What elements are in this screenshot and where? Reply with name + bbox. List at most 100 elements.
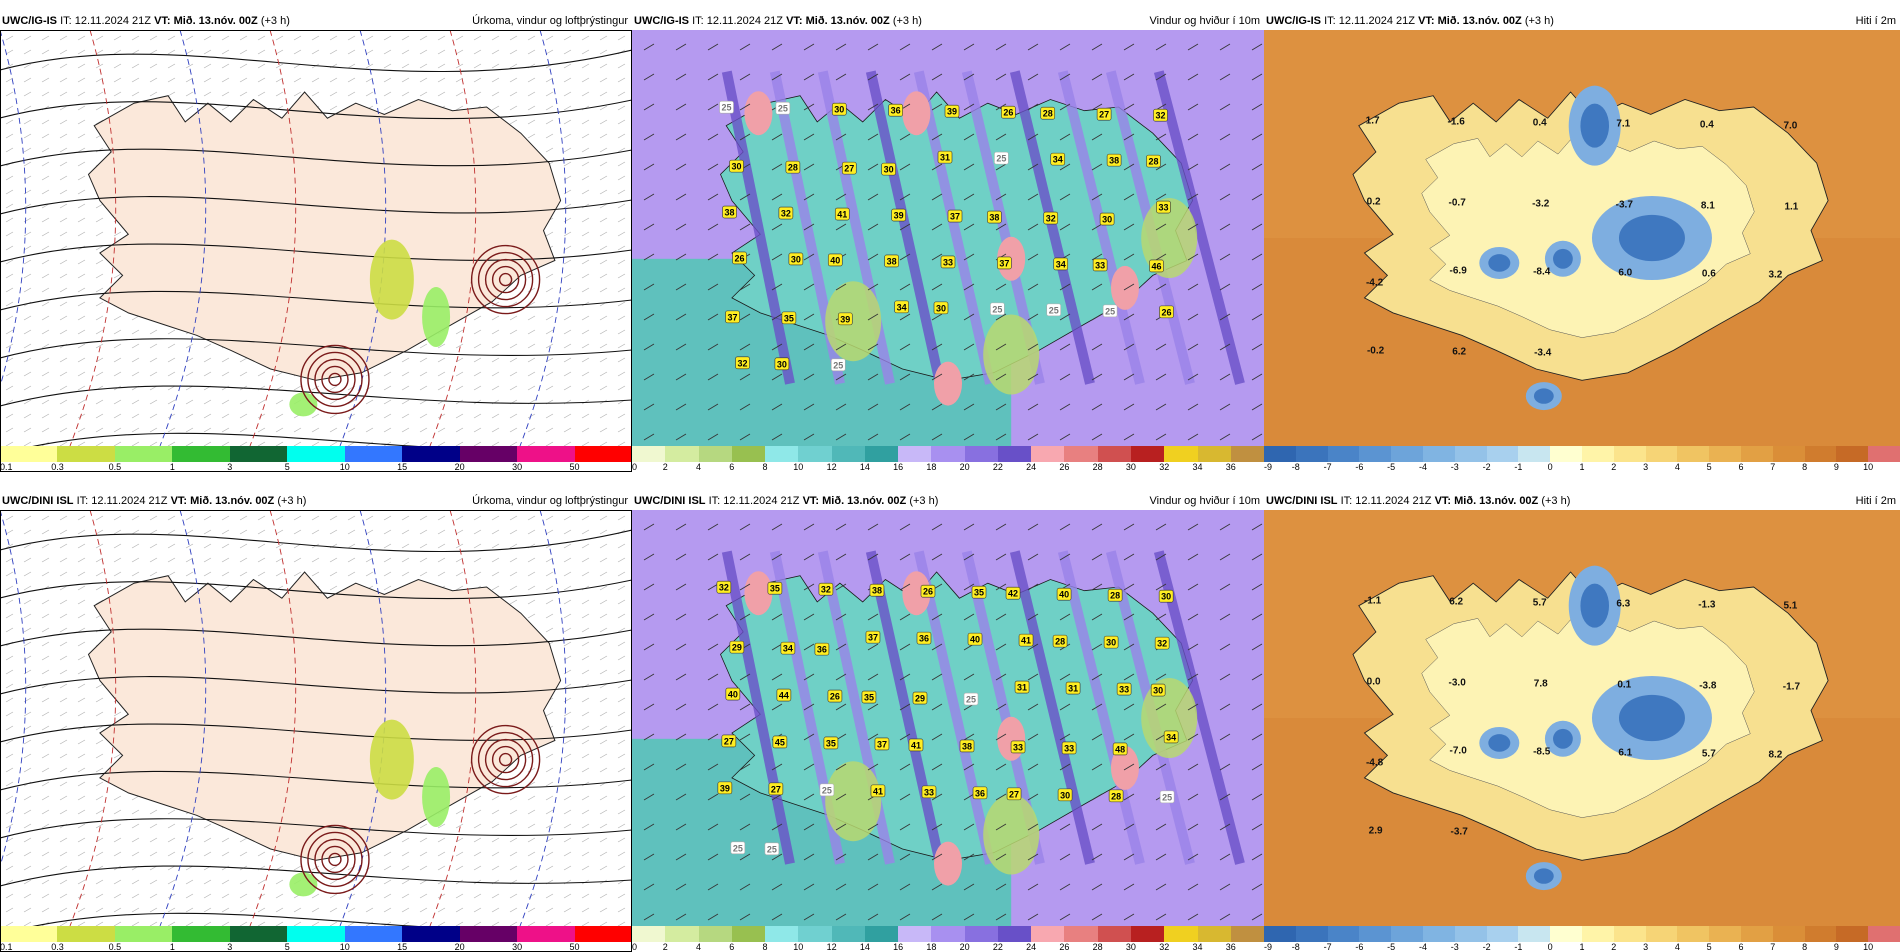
svg-text:7.0: 7.0 — [1783, 121, 1797, 132]
legend-colorbar — [0, 926, 632, 942]
legend-swatch — [1486, 926, 1519, 942]
legend-tick-label: 8 — [762, 942, 768, 952]
isobar-line — [0, 148, 632, 167]
wind-gust-label: 33 — [921, 785, 937, 799]
panel-title: Úrkoma, vindur og loftþrýstingur — [472, 15, 628, 27]
wind-legend: 0 2 4 6 8 10 12 14 16 18 20 22 24 26 28 30 32 34 36 — [632, 926, 1265, 952]
temperature-label: -8.5 — [1533, 746, 1551, 757]
temperature-label: -1.6 — [1448, 117, 1466, 128]
wind-gust-label: 41 — [908, 738, 924, 752]
legend-tick-label: -7 — [1323, 942, 1332, 952]
legend-swatch — [1645, 446, 1678, 462]
legend-swatch — [1709, 446, 1741, 462]
legend-tick-label: 12 — [826, 462, 837, 472]
svg-text:5.1: 5.1 — [1783, 601, 1797, 612]
legend-swatch — [665, 926, 699, 942]
wind-gust-label: 37 — [997, 256, 1012, 270]
panel-header: UWC/IG-IS IT: 12.11.2024 21Z VT: Mið. 13… — [1264, 12, 1900, 30]
legend-tick-label: 5 — [284, 462, 290, 472]
svg-text:37: 37 — [950, 212, 960, 222]
wind-panel-igis: UWC/IG-IS IT: 12.11.2024 21Z VT: Mið. 13… — [632, 12, 1265, 472]
legend-tick-label: 8 — [1802, 462, 1808, 472]
legend-swatch — [1064, 446, 1098, 462]
svg-text:0.2: 0.2 — [1367, 197, 1381, 208]
svg-text:34: 34 — [1053, 155, 1063, 165]
legend-swatch — [931, 446, 965, 462]
svg-text:-0.7: -0.7 — [1449, 198, 1467, 209]
legend-swatch — [1230, 926, 1265, 942]
model-name: UWC/DINI ISL — [634, 495, 706, 507]
legend-swatch — [1031, 446, 1065, 462]
precip-map-svg — [0, 510, 632, 926]
svg-text:-0.2: -0.2 — [1367, 345, 1385, 356]
wind-gust-label: 37 — [947, 209, 963, 223]
legend-swatch — [1422, 446, 1455, 462]
wind-gust-label: 40 — [725, 687, 741, 701]
svg-text:25: 25 — [833, 360, 843, 370]
temperature-label: 1.7 — [1366, 116, 1380, 127]
legend-swatch — [1359, 446, 1392, 462]
svg-text:35: 35 — [864, 693, 874, 703]
wind-gust-label: 39 — [891, 208, 906, 222]
svg-text:41: 41 — [873, 786, 883, 796]
legend-tick-label: 24 — [1026, 942, 1037, 952]
legend-swatch — [765, 446, 799, 462]
svg-text:35: 35 — [784, 313, 794, 323]
panel-header: UWC/IG-IS IT: 12.11.2024 21Z VT: Mið. 13… — [0, 12, 632, 30]
wind-gust-label: 28 — [785, 160, 801, 174]
legend-tick-label: 2 — [662, 462, 668, 472]
svg-text:40: 40 — [1059, 590, 1069, 600]
svg-text:8.1: 8.1 — [1701, 201, 1715, 212]
legend-swatch — [114, 446, 173, 462]
svg-text:36: 36 — [891, 106, 901, 116]
svg-text:39: 39 — [720, 783, 730, 793]
wind-gust-label: 26 — [1001, 105, 1016, 119]
wind-gust-label: 25 — [994, 151, 1009, 165]
wind-gust-label: 39 — [944, 104, 960, 118]
temperature-label: 0.4 — [1533, 118, 1547, 129]
svg-text:-6.9: -6.9 — [1450, 265, 1468, 276]
legend-tick-label: 4 — [696, 942, 702, 952]
legend-swatch — [731, 926, 766, 942]
legend-tick-label: 36 — [1225, 942, 1236, 952]
svg-text:1.7: 1.7 — [1366, 116, 1380, 127]
wind-gust-label: 35 — [823, 736, 839, 750]
wind-gust-label: 28 — [1052, 634, 1068, 648]
svg-text:28: 28 — [1110, 591, 1120, 601]
legend-tick-label: 0.1 — [0, 462, 13, 472]
temperature-label: -3.7 — [1616, 200, 1634, 211]
svg-text:26: 26 — [923, 587, 933, 597]
legend-tick-label: 0 — [632, 942, 638, 952]
wind-gust-label: 27 — [1006, 787, 1022, 801]
wind-gust-label: 40 — [967, 632, 983, 646]
svg-text:31: 31 — [1068, 684, 1078, 694]
legend-swatch — [1486, 446, 1519, 462]
legend-swatch — [798, 446, 832, 462]
wind-gust-label: 34 — [1050, 152, 1066, 166]
legend-colorbar — [0, 446, 632, 462]
temperature-label: -0.7 — [1449, 198, 1467, 209]
legend-swatch — [632, 446, 666, 462]
legend-tick-label: 4 — [696, 462, 702, 472]
wind-gust-label: 29 — [912, 691, 928, 705]
legend-tick-label: 2 — [1611, 942, 1617, 952]
model-name: UWC/IG-IS — [1266, 15, 1321, 27]
svg-text:25: 25 — [996, 154, 1006, 164]
temperature-label: 5.7 — [1533, 598, 1547, 609]
svg-text:6.2: 6.2 — [1449, 597, 1463, 608]
svg-text:36: 36 — [975, 788, 985, 798]
isobar-line — [0, 338, 632, 359]
legend-tick-label: -9 — [1264, 462, 1273, 472]
isobar-line — [0, 770, 632, 791]
legend-tick-label: 10 — [1863, 942, 1874, 952]
legend-tick-label: 30 — [1125, 942, 1136, 952]
svg-text:6.1: 6.1 — [1618, 747, 1632, 758]
svg-text:26: 26 — [830, 692, 840, 702]
wind-gust-label: 37 — [725, 310, 740, 324]
legend-swatch — [1550, 446, 1582, 462]
temperature-label: -1.1 — [1364, 596, 1382, 607]
wind-gust-label: 25 — [830, 358, 846, 372]
legend-swatch — [997, 926, 1032, 942]
legend-swatch — [229, 926, 288, 942]
legend-swatch — [344, 926, 403, 942]
